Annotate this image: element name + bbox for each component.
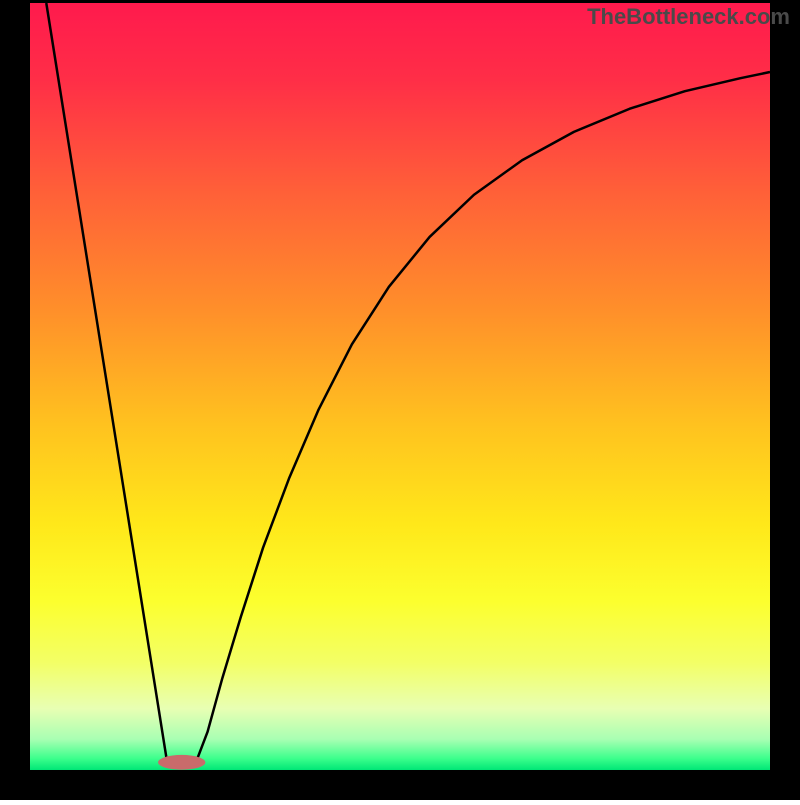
chart-svg xyxy=(0,0,800,800)
optimum-marker xyxy=(158,755,205,770)
chart-gradient-background xyxy=(30,3,770,770)
bottleneck-chart xyxy=(0,0,800,800)
watermark-text: TheBottleneck.com xyxy=(587,4,790,30)
